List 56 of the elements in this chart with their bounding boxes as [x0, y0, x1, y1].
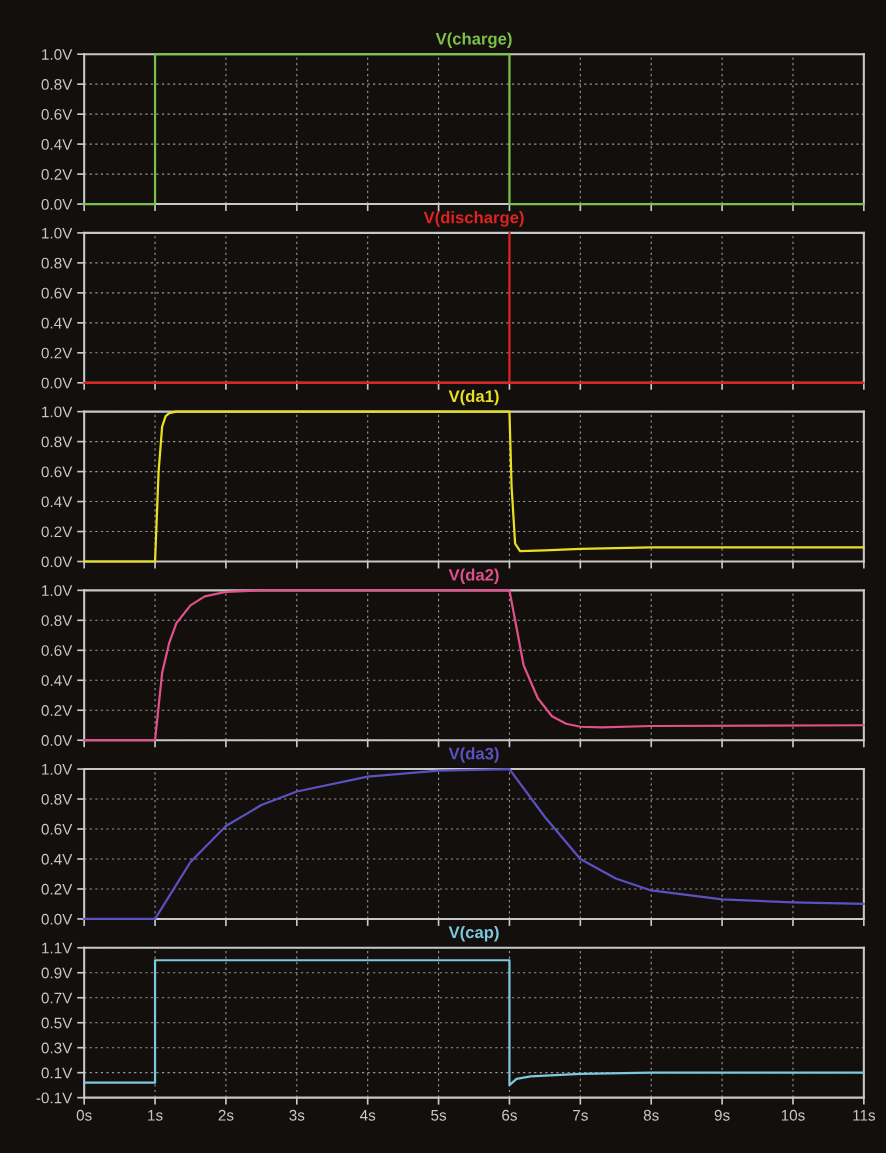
y-tick-label: 1.0V: [42, 49, 73, 60]
y-tick-label: 0.0V: [41, 735, 73, 746]
y-tick-label: 0.7V: [41, 992, 73, 1004]
y-tick-label: 0.8V: [41, 257, 73, 269]
line-series: [83, 959, 865, 1087]
y-tick-label: 1.0V: [42, 227, 73, 239]
chart-title: V(da1): [448, 389, 499, 406]
y-tick-label: 0.2V: [41, 883, 73, 895]
y-tick-label: 0.4V: [41, 675, 73, 686]
chart-title: V(da3): [448, 747, 499, 763]
y-tick-label: 0.8V: [41, 436, 73, 448]
x-tick-label: 9s: [714, 1109, 730, 1121]
x-tick-label: 1s: [148, 1110, 163, 1121]
y-tick-label: 0.5V: [41, 1017, 73, 1029]
y-tick-label: 0.6V: [41, 645, 73, 656]
y-tick-label: 0.8V: [41, 79, 73, 90]
y-tick-label: 0.2V: [41, 526, 73, 538]
y-tick-label: 0.2V: [41, 347, 73, 359]
y-tick-label: 0.4V: [41, 853, 73, 865]
chart-title: V(da2): [448, 568, 499, 585]
y-tick-label: 0.3V: [41, 1042, 73, 1054]
y-tick-label: 0.4V: [41, 317, 73, 329]
x-tick-label: 6s: [502, 1109, 517, 1121]
y-tick-label: 0.2V: [41, 705, 73, 716]
y-tick-label: 0.0V: [41, 377, 73, 389]
x-tick-label: 2s: [218, 1109, 234, 1121]
y-tick-label: 1.1V: [42, 942, 73, 954]
y-tick-label: 1.0V: [42, 406, 73, 418]
y-tick-label: 0.6V: [41, 287, 73, 299]
y-tick-label: 1.0V: [42, 585, 73, 597]
y-tick-label: 0.4V: [41, 496, 73, 508]
y-tick-label: 0.4V: [41, 138, 73, 150]
x-tick-label: 3s: [289, 1109, 305, 1121]
chart-title: V(discharge): [423, 211, 524, 227]
y-tick-label: 0.0V: [41, 198, 73, 210]
x-tick-label: 4s: [359, 1110, 376, 1121]
y-tick-label: 1.0V: [42, 763, 73, 775]
y-tick-label: 0.0V: [41, 913, 73, 925]
y-tick-label: 0.9V: [41, 967, 73, 979]
y-tick-label: 0.1V: [41, 1067, 73, 1079]
y-tick-label: 0.6V: [41, 823, 73, 835]
y-tick-label: 0.0V: [41, 556, 73, 568]
y-tick-label: 0.8V: [41, 615, 73, 626]
y-tick-label: 0.6V: [41, 109, 73, 120]
y-tick-label: 0.2V: [41, 168, 73, 180]
x-tick-label: 10s: [781, 1109, 805, 1121]
chart-title: V(charge): [435, 32, 512, 48]
x-tick-label: 0s: [76, 1109, 92, 1121]
y-tick-label: -0.1V: [36, 1092, 73, 1104]
y-tick-label: 0.8V: [41, 793, 73, 805]
x-tick-label: 7s: [573, 1110, 588, 1121]
x-tick-label: 11s: [853, 1110, 876, 1121]
y-tick-label: 0.6V: [41, 466, 73, 478]
chart-title: V(cap): [448, 925, 499, 942]
x-tick-label: 8s: [643, 1109, 659, 1121]
x-tick-label: 5s: [431, 1110, 447, 1121]
